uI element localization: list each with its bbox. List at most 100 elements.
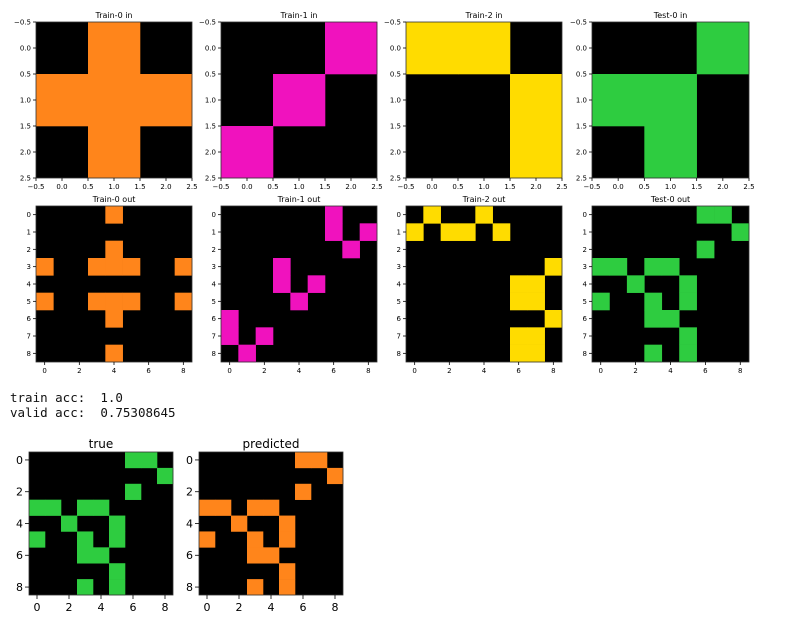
cell [325,223,343,241]
y-tick-label: 6 [583,315,588,323]
x-tick-label: −0.5 [28,183,45,191]
cell [527,275,545,293]
cell [510,292,528,311]
y-tick-label: 2 [16,486,23,499]
y-tick-label: −0.5 [384,18,401,26]
y-tick-label: 2.5 [205,174,216,182]
x-tick-label: 8 [332,601,339,614]
x-tick-label: 2.0 [717,183,728,191]
x-tick-label: 1.5 [319,183,330,191]
cell [492,223,511,241]
cell [311,452,328,469]
panel-2: Train-2 in−0.5 0.0 0.5 1.0 1.5 2.0 2.5−0.50.00… [384,11,568,191]
x-tick-label: 2.0 [345,183,356,191]
y-tick-label: 2.0 [20,148,31,156]
x-tick-label: 2 [236,601,243,614]
cell [88,292,106,311]
y-tick-label: −0.5 [14,18,31,26]
cell [109,563,126,580]
x-tick-label: 0.5 [639,183,650,191]
y-tick-label: 1.5 [576,122,587,130]
cell [696,22,750,75]
y-tick-label: 6 [186,549,193,562]
cell [247,579,264,596]
y-tick-label: 0 [583,211,587,219]
panel-title: Train-0 in [94,11,132,20]
cell [199,531,216,548]
cell [440,223,459,241]
x-tick-label: 1.5 [134,183,145,191]
y-tick-label: −0.5 [570,18,587,26]
cell [679,327,697,345]
x-tick-label: 4 [482,367,487,375]
cell [644,310,663,328]
x-tick-label: 4 [668,367,673,375]
x-tick-label: 6 [146,367,151,375]
y-tick-label: 4 [27,280,32,288]
y-tick-label: 2.0 [390,148,401,156]
y-tick-label: 7 [583,332,587,340]
cell [263,499,280,516]
y-tick-label: 0 [186,454,193,467]
cell [199,499,216,516]
panel-7: Test-0 out 0 2 4 6 8 0 1 2 3 4 5 6 7 8 [583,195,750,375]
cell [77,579,94,596]
cell [325,22,378,75]
cell [36,74,89,127]
y-tick-label: 8 [397,350,401,358]
x-tick-label: 1.0 [665,183,676,191]
x-tick-label: 8 [551,367,555,375]
cell [273,74,326,127]
y-tick-label: 2 [397,246,401,254]
panel-title: predicted [243,437,300,451]
cell [29,531,46,548]
cell [279,515,296,532]
y-tick-label: 4 [186,517,193,530]
cell [696,206,715,224]
y-tick-label: 2.5 [20,174,31,182]
y-tick-label: 5 [212,298,216,306]
cell [273,258,291,276]
x-tick-label: 0.5 [82,183,93,191]
panel-6: Train-2 out 0 2 4 6 8 0 1 2 3 4 5 6 7 8 [397,195,563,375]
x-tick-label: 2.5 [186,183,197,191]
y-tick-label: 0 [397,211,401,219]
cell [510,126,563,179]
cell [88,74,141,127]
panel-background [592,206,749,362]
cell [475,206,493,224]
cell [77,547,94,564]
cell [140,74,193,127]
y-tick-label: 8 [212,350,216,358]
x-tick-label: 2 [262,367,266,375]
x-tick-label: −0.5 [398,183,415,191]
panel-5: Train-1 out 0 2 4 6 8 0 1 2 3 4 5 6 7 8 [212,195,378,375]
panel-title: Train-2 out [462,195,506,204]
cell [325,206,343,224]
panel-title: true [89,437,114,451]
valid-accuracy-line: valid acc: 0.75308645 [10,405,176,420]
cell [458,22,511,75]
panel-title: Test-0 out [650,195,690,204]
x-tick-label: 2.5 [743,183,754,191]
cell [661,310,680,328]
cell [359,223,378,241]
cell [221,126,274,179]
x-tick-label: 1.0 [108,183,119,191]
y-tick-label: 2.5 [576,174,587,182]
cell [77,531,94,548]
cell [527,344,545,363]
y-tick-label: 1.5 [20,122,31,130]
panel-4: Train-0 out 0 2 4 6 8 0 1 2 3 4 5 6 7 8 [27,195,193,375]
cell [592,258,610,276]
y-tick-label: 8 [583,350,587,358]
cell [609,258,628,276]
y-tick-label: 1.0 [205,96,216,104]
y-tick-label: −0.5 [199,18,216,26]
panel-0: Train-0 in−0.5 0.0 0.5 1.0 1.5 2.0 2.5−0.50.00… [14,11,198,191]
cell [544,310,563,328]
cell [644,344,663,363]
cell [592,292,610,311]
